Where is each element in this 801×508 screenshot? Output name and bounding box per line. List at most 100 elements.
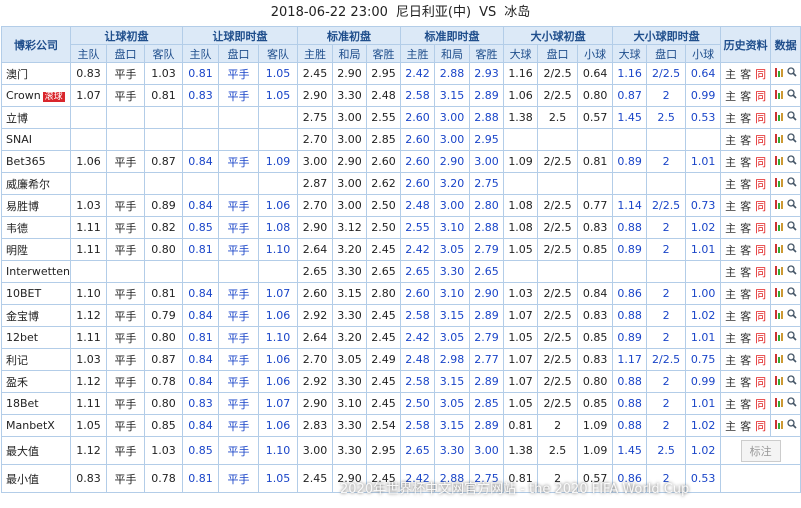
data-icons[interactable] — [773, 396, 799, 408]
history-link[interactable]: 客 — [740, 397, 752, 411]
history-link[interactable]: 主 — [725, 67, 737, 81]
history-link[interactable]: 同 — [755, 199, 767, 213]
data-icons[interactable] — [773, 374, 799, 386]
history-link[interactable]: 同 — [755, 89, 767, 103]
data-icons[interactable] — [773, 352, 799, 364]
history-link[interactable]: 同 — [755, 111, 767, 125]
odds-value: 1.10 — [76, 287, 101, 300]
history-link[interactable]: 主 — [725, 155, 737, 169]
data-icons[interactable] — [773, 154, 799, 166]
odds-value: 2.48 — [405, 199, 430, 212]
history-link[interactable]: 主 — [725, 309, 737, 323]
data-icons[interactable] — [773, 110, 799, 122]
history-link[interactable]: 客 — [740, 309, 752, 323]
subheader: 主胜 — [400, 44, 436, 63]
odds-value: 1.03 — [76, 199, 101, 212]
history-link[interactable]: 主 — [725, 419, 737, 433]
odds-value: 0.81 — [188, 67, 213, 80]
data-icons[interactable] — [773, 176, 799, 188]
odds-value: 1.00 — [690, 287, 716, 300]
history-link[interactable]: 客 — [740, 375, 752, 389]
history-link[interactable]: 同 — [755, 155, 767, 169]
data-icons[interactable] — [773, 242, 799, 254]
history-link[interactable]: 同 — [755, 331, 767, 345]
history-link[interactable]: 主 — [725, 353, 737, 367]
odds-value: 2.93 — [474, 67, 499, 80]
history-link[interactable]: 主 — [725, 89, 737, 103]
odds-cell: 0.83 — [182, 392, 219, 415]
history-link[interactable]: 主 — [725, 177, 737, 191]
history-links: 主客同 — [720, 128, 772, 151]
history-link[interactable]: 客 — [740, 155, 752, 169]
history-link[interactable]: 同 — [755, 309, 767, 323]
odds-cell: 3.00 — [469, 436, 505, 465]
odds-cell: 2 — [646, 216, 687, 239]
odds-cell: 1.38 — [503, 436, 539, 465]
history-link[interactable]: 主 — [725, 221, 737, 235]
odds-value: 2 — [662, 375, 670, 388]
history-link[interactable]: 主 — [725, 331, 737, 345]
history-link[interactable]: 主 — [725, 397, 737, 411]
history-link[interactable]: 客 — [740, 133, 752, 147]
history-link[interactable]: 同 — [755, 243, 767, 257]
odds-cell: 0.53 — [685, 106, 722, 129]
odds-value: 1.12 — [76, 375, 101, 388]
data-icons[interactable] — [773, 132, 799, 144]
data-icons[interactable] — [773, 88, 799, 100]
company-label: ManbetX — [6, 419, 55, 432]
history-link[interactable]: 同 — [755, 397, 767, 411]
history-link[interactable]: 客 — [740, 89, 752, 103]
history-links: 主客同 — [720, 216, 772, 239]
history-link[interactable]: 客 — [740, 177, 752, 191]
history-link[interactable]: 同 — [755, 177, 767, 191]
history-link[interactable]: 主 — [725, 243, 737, 257]
history-link[interactable]: 同 — [755, 375, 767, 389]
annotate-button[interactable]: 标注 — [740, 439, 781, 462]
data-icons[interactable] — [773, 308, 799, 320]
odds-cell: 平手 — [218, 348, 259, 371]
history-link[interactable]: 主 — [725, 133, 737, 147]
history-link[interactable]: 主 — [725, 199, 737, 213]
history-link[interactable]: 客 — [740, 199, 752, 213]
data-icons[interactable] — [773, 66, 799, 78]
data-icons[interactable] — [773, 330, 799, 342]
history-link[interactable]: 客 — [740, 419, 752, 433]
history-link[interactable]: 主 — [725, 265, 737, 279]
history-link[interactable]: 客 — [740, 221, 752, 235]
history-link[interactable]: 同 — [755, 133, 767, 147]
history-link[interactable]: 客 — [740, 353, 752, 367]
history-link[interactable]: 主 — [725, 375, 737, 389]
history-link[interactable]: 同 — [755, 221, 767, 235]
history-link[interactable]: 客 — [740, 111, 752, 125]
history-link[interactable]: 同 — [755, 353, 767, 367]
odds-cell — [218, 172, 259, 195]
history-link[interactable]: 同 — [755, 419, 767, 433]
odds-value: 平手 — [227, 155, 250, 169]
history-link[interactable]: 同 — [755, 67, 767, 81]
history-link[interactable]: 同 — [755, 287, 767, 301]
odds-cell: 平手 — [218, 216, 259, 239]
history-link[interactable]: 客 — [740, 287, 752, 301]
subheader: 大球 — [612, 44, 648, 63]
data-icons[interactable] — [773, 198, 799, 210]
data-icons[interactable] — [773, 264, 799, 276]
odds-cell: 1.09 — [577, 436, 614, 465]
odds-value: 3.10 — [337, 397, 362, 410]
odds-value: 0.84 — [188, 309, 213, 322]
data-icons[interactable] — [773, 286, 799, 298]
history-link[interactable]: 主 — [725, 287, 737, 301]
history-link[interactable]: 客 — [740, 243, 752, 257]
odds-cell: 3.05 — [434, 238, 471, 261]
history-link[interactable]: 客 — [740, 331, 752, 345]
data-cell — [770, 216, 801, 239]
odds-value: 0.81 — [508, 472, 533, 485]
history-link[interactable]: 客 — [740, 67, 752, 81]
odds-cell: 2.42 — [400, 62, 436, 85]
history-link[interactable]: 客 — [740, 265, 752, 279]
odds-value: 2.42 — [405, 67, 430, 80]
odds-cell: 1.10 — [70, 282, 107, 305]
history-link[interactable]: 同 — [755, 265, 767, 279]
data-icons[interactable] — [773, 418, 799, 430]
data-icons[interactable] — [773, 220, 799, 232]
history-link[interactable]: 主 — [725, 111, 737, 125]
